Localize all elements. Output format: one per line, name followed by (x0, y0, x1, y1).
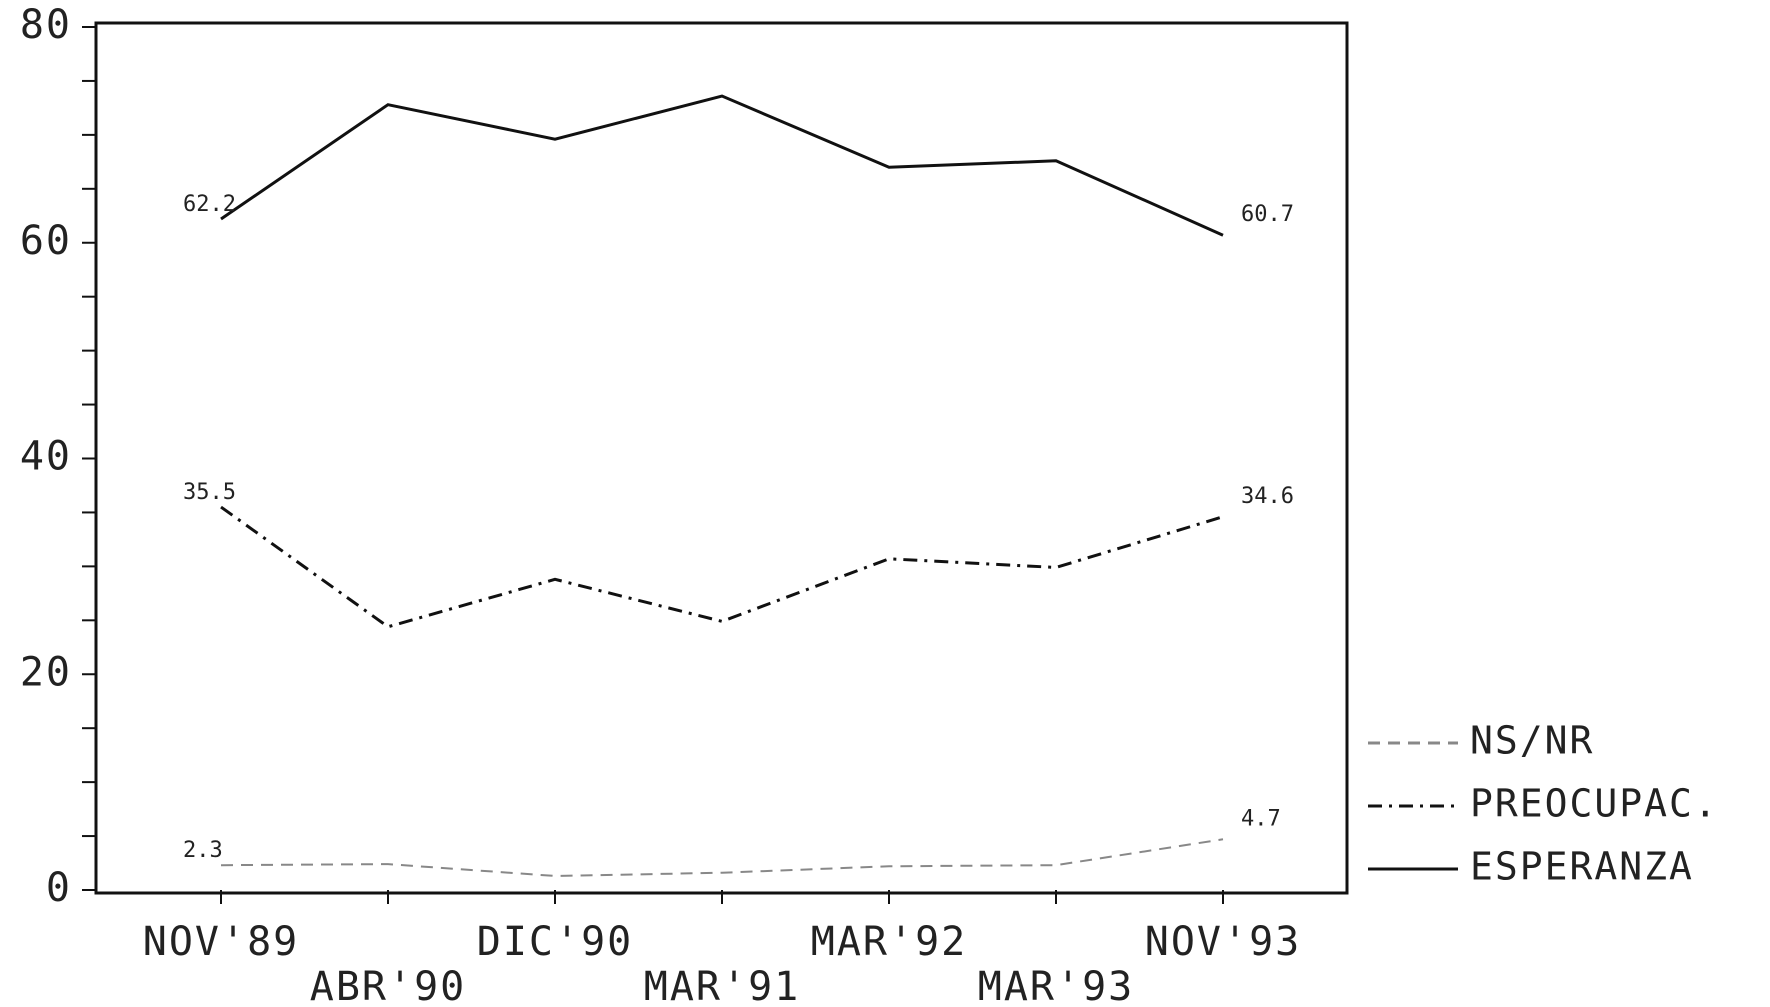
x-tick-label: MAR'91 (644, 964, 801, 1007)
data-label: 35.5 (183, 480, 236, 505)
plot-frame (94, 21, 1349, 895)
data-label: 34.6 (1241, 484, 1294, 509)
y-tick-label: 0 (46, 865, 72, 911)
legend-label: PREOCUPAC. (1470, 782, 1719, 826)
legend-label: NS/NR (1470, 719, 1594, 763)
y-tick-label: 40 (20, 434, 72, 480)
x-tick-label: NOV'93 (1145, 919, 1302, 965)
legend-label: ESPERANZA (1470, 845, 1694, 889)
series-line (220, 94, 1224, 237)
data-label: 60.7 (1241, 202, 1294, 227)
x-tick-label: MAR'92 (811, 919, 968, 965)
data-label: 2.3 (183, 838, 223, 863)
y-tick-label: 20 (20, 649, 72, 695)
series-line (220, 505, 1224, 629)
x-tick-label: DIC'90 (477, 919, 634, 965)
x-tick-label: MAR'93 (978, 964, 1135, 1007)
data-label: 4.7 (1241, 806, 1281, 831)
data-label: 62.2 (183, 192, 236, 217)
y-tick-label: 80 (20, 2, 72, 48)
series-line (220, 838, 1224, 877)
x-tick-label: NOV'89 (143, 919, 300, 965)
y-tick-label: 60 (20, 218, 72, 264)
x-tick-label: ABR'90 (310, 964, 467, 1007)
